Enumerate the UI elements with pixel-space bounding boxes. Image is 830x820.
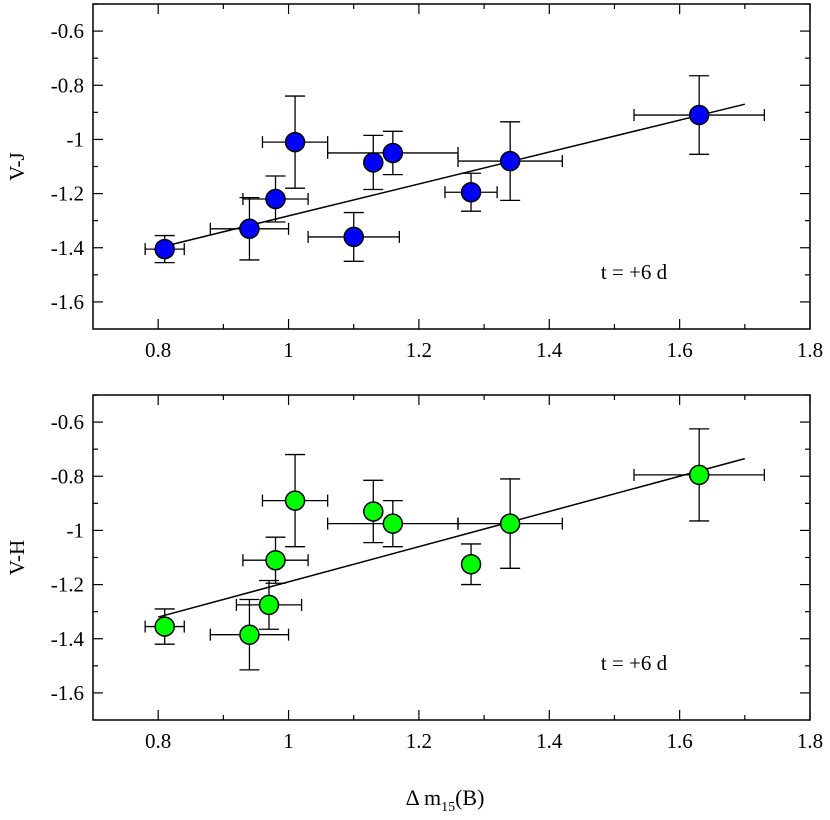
y-tick-label: -0.6	[51, 19, 84, 43]
data-point	[688, 464, 710, 486]
data-point	[154, 616, 175, 637]
y-tick-label: -1.4	[51, 627, 85, 651]
x-tick-label: 1.8	[797, 729, 823, 753]
x-tick-label: 1.2	[406, 338, 432, 362]
x-tick-label: 0.8	[145, 338, 171, 362]
y-tick-label: -1.6	[51, 290, 84, 314]
x-tick-label: 1	[283, 729, 294, 753]
fit-line	[157, 457, 746, 618]
data-point	[363, 152, 384, 173]
data-point	[382, 142, 404, 164]
plot-frame	[92, 394, 811, 721]
data-point	[460, 554, 482, 575]
x-tick-label: 1.4	[536, 338, 563, 362]
y-axis-label: V-J	[5, 152, 29, 180]
data-point	[499, 513, 521, 534]
data-point	[154, 238, 175, 260]
y-tick-label: -1	[67, 127, 85, 151]
plot-frame	[92, 3, 811, 330]
data-point	[382, 513, 404, 534]
y-tick-label: -1.2	[51, 182, 84, 206]
data-point	[499, 150, 521, 172]
bottom-panel-v-h: 0.8 1 1.2 1.4 1.6 1.8 -1.6 -1.4 -1.2 -1 -0.8 -0.6 V-…	[5, 394, 823, 753]
y-tick-label: -0.8	[51, 464, 84, 488]
data-point	[363, 501, 384, 522]
y-tick-label: -1.4	[51, 236, 85, 260]
data-point	[265, 549, 286, 571]
y-tick-label: -1.6	[51, 681, 84, 705]
x-tick-label: 1.4	[536, 729, 563, 753]
y-tick-label: -1.2	[51, 573, 84, 597]
data-point	[239, 218, 260, 240]
y-tick-label: -1	[67, 518, 85, 542]
x-tick-label: 1.6	[667, 338, 693, 362]
annotation-text: t = +6 d	[601, 260, 668, 284]
data-point	[460, 181, 482, 203]
data-point	[284, 131, 306, 153]
data-point	[265, 188, 286, 210]
y-axis-label: V-H	[5, 540, 29, 575]
data-point	[688, 104, 710, 126]
x-tick-label: 1.8	[797, 338, 823, 362]
data-point	[284, 490, 306, 511]
annotation-text: t = +6 d	[601, 651, 668, 675]
top-panel-v-j: 0.8 1 1.2 1.4 1.6 1.8 -1.6 -1.4 -1.2 -1 -0.8 -0.6 V-…	[5, 3, 823, 362]
x-tick-label: 1.2	[406, 729, 432, 753]
data-point	[343, 226, 364, 248]
x-tick-label: 1.6	[667, 729, 693, 753]
data-point	[258, 594, 280, 616]
data-point	[239, 624, 260, 645]
y-tick-label: -0.8	[51, 73, 84, 97]
x-tick-label: 1	[283, 338, 294, 362]
x-axis-label: Δ m15(B)	[406, 785, 485, 815]
x-tick-label: 0.8	[145, 729, 171, 753]
y-tick-label: -0.6	[51, 410, 84, 434]
